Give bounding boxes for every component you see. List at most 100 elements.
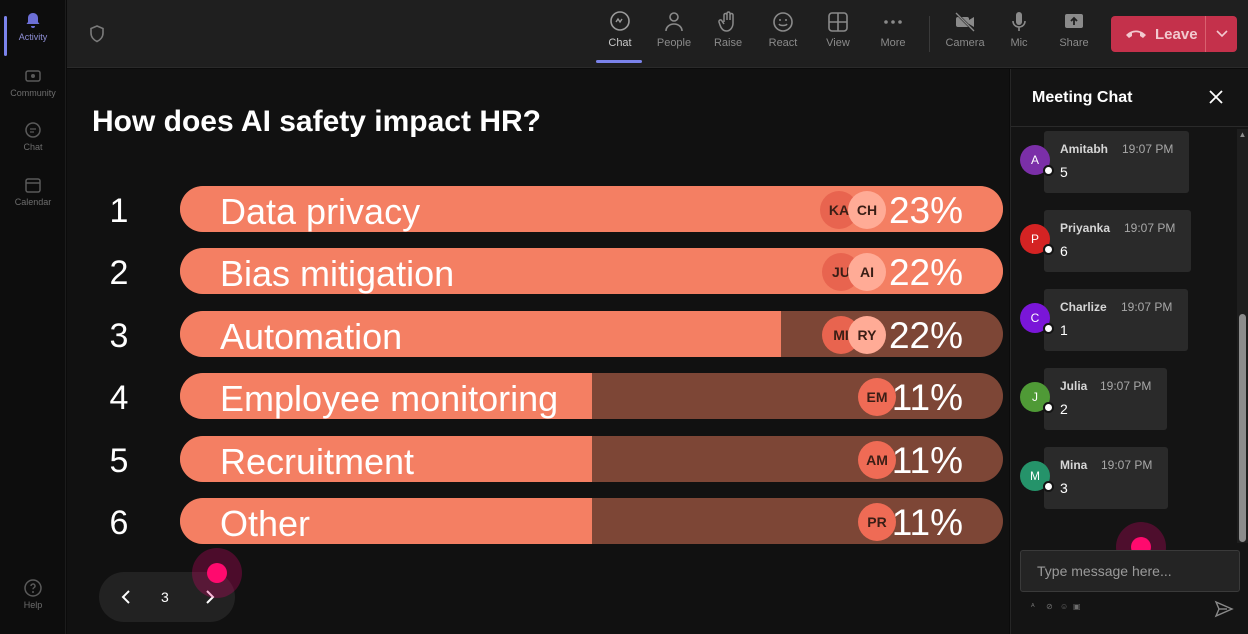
hang-up-icon [1126,30,1146,38]
message-bubble: Mina 19:07 PM 3 [1044,447,1168,509]
message-time: 19:07 PM [1122,142,1174,156]
message-bubble: Amitabh 19:07 PM 5 [1044,131,1189,193]
option-number: 2 [109,254,129,292]
option-number: 3 [109,317,129,355]
message-compose-box[interactable] [1020,550,1240,592]
chat-message: Charlize 19:07 PM 1 C [1011,289,1211,351]
option-number: 6 [109,504,129,542]
message-sender: Priyanka [1060,221,1111,235]
hand-icon [718,11,734,32]
rail-label-calendar: Calendar [14,197,52,207]
chat-message: Julia 19:07 PM 2 J [1011,368,1211,430]
people-button-label: People [656,37,692,49]
leave-button[interactable]: Leave [1111,16,1237,52]
more-button[interactable]: More [869,10,917,60]
message-input[interactable] [1021,551,1239,591]
gif-icon[interactable]: ▣ [1073,602,1081,611]
chevron-left-icon[interactable] [117,587,137,607]
share-screen-icon [1065,14,1083,28]
smiley-icon [773,12,793,32]
presence-indicator [1043,481,1054,492]
raise-hand-button[interactable]: Raise [704,10,752,60]
mic-button[interactable]: Mic [995,10,1043,60]
scrollbar-thumb[interactable] [1239,314,1246,542]
voter-avatar: PR [858,503,896,541]
rail-item-community[interactable]: Community [0,66,66,118]
format-text-icon[interactable]: ᴬ [1031,602,1035,611]
send-icon[interactable] [1214,599,1234,619]
bell-icon [23,10,43,30]
message-text: 5 [1060,164,1068,180]
chevron-down-icon [1215,30,1228,38]
leave-options-dropdown[interactable] [1205,16,1237,52]
message-text: 1 [1060,322,1068,338]
view-button[interactable]: View [814,10,862,60]
poll-option-row: 3 Automation MI RY 22% [67,311,1009,359]
option-percentage: 11% [891,377,963,418]
view-button-label: View [826,37,850,49]
chat-header: Meeting Chat [1011,69,1248,127]
grid-view-icon [828,12,848,32]
attach-icon[interactable]: ⊘ [1046,602,1053,611]
option-number: 4 [109,379,129,417]
rail-item-activity[interactable]: Activity [0,10,66,62]
chevron-right-icon[interactable] [199,587,219,607]
message-time: 19:07 PM [1121,300,1173,314]
avatar: M [1020,461,1050,491]
scroll-down-arrow-icon[interactable]: ▼ [1238,532,1247,541]
option-label: Recruitment [220,441,415,482]
leave-button-label: Leave [1155,25,1198,43]
option-bar-fill [180,311,781,357]
presence-indicator [1043,165,1054,176]
rail-label-help: Help [23,600,43,610]
meeting-chat-panel: Meeting Chat Amitabh 19:07 PM 5 A Priyan… [1010,69,1248,634]
message-text: 3 [1060,480,1068,496]
option-bar-fill [180,498,592,544]
option-number: 1 [109,192,129,230]
voter-avatar: EM [858,378,896,416]
camera-button[interactable]: Camera [941,10,989,60]
voter-avatar: CH [848,191,886,229]
option-bar: Bias mitigation JU AI 22% [180,248,1003,294]
close-icon[interactable] [1208,89,1224,105]
camera-button-label: Camera [945,37,985,49]
message-time: 19:07 PM [1124,221,1176,235]
chat-scrollbar[interactable]: ▲ ▼ [1237,129,1248,543]
chat-button[interactable]: Chat [596,10,644,63]
community-icon [23,66,43,86]
option-percentage: 11% [891,440,963,481]
message-sender: Amitabh [1060,142,1108,156]
option-percentage: 22% [888,252,963,293]
people-button[interactable]: People [650,10,698,60]
pointer-indicator [192,548,242,598]
presence-indicator [1043,244,1054,255]
chat-message: Amitabh 19:07 PM 5 A [1011,131,1211,193]
message-time: 19:07 PM [1100,379,1152,393]
option-percentage: 23% [888,190,963,231]
option-label: Automation [220,316,403,357]
react-button[interactable]: React [759,10,807,60]
rail-item-calendar[interactable]: Calendar [0,175,66,227]
more-dots-icon [884,20,902,24]
camera-off-icon [955,12,975,32]
presence-indicator [1043,323,1054,334]
option-bar: Other PR 11% [180,498,1003,544]
message-sender: Julia [1060,379,1088,393]
meeting-toolbar: Chat People Raise React View More Camera… [67,0,1248,68]
poll-question: How does AI safety impact HR? [92,105,541,138]
toolbar-divider [929,16,930,52]
voter-avatar: AI [848,253,886,291]
poll-option-row: 4 Employee monitoring EM 11% [67,373,1009,421]
chat-bubble-icon [610,11,630,31]
app-rail: Activity Community Chat Calendar Help [0,0,66,634]
rail-item-help[interactable]: Help [0,578,66,630]
shield-icon[interactable] [87,24,107,44]
share-button[interactable]: Share [1050,10,1098,60]
scroll-up-arrow-icon[interactable]: ▲ [1238,130,1247,139]
rail-item-chat[interactable]: Chat [0,120,66,172]
message-sender: Charlize [1060,300,1107,314]
message-sender: Mina [1060,458,1088,472]
message-bubble: Julia 19:07 PM 2 [1044,368,1167,430]
poll-stage: How does AI safety impact HR? 1 Data pri… [67,69,1009,634]
emoji-icon[interactable]: ☺ [1060,602,1069,611]
